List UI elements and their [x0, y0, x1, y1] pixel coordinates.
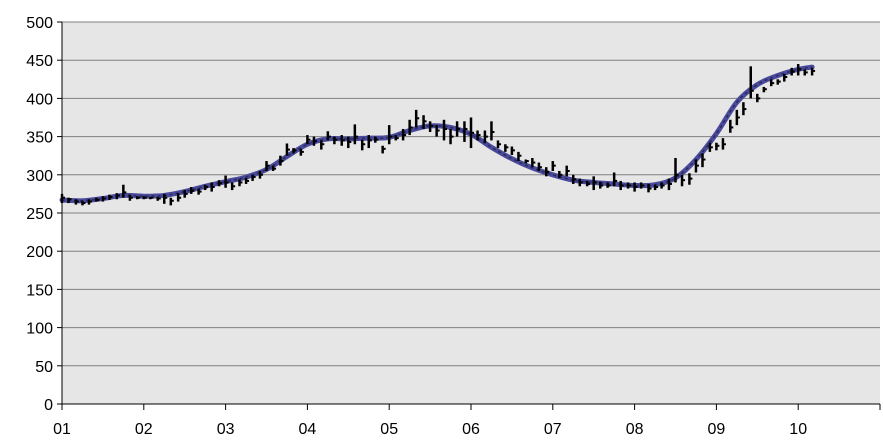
y-tick-label: 100 [26, 321, 53, 338]
y-tick-label: 400 [26, 91, 53, 108]
x-tick-label: 06 [462, 421, 480, 438]
y-axis-tick-labels: 0 50 100 150 200 250 300 350 400 450 500 [26, 15, 53, 414]
x-tick-label: 05 [380, 421, 398, 438]
x-tick-label: 07 [544, 421, 562, 438]
x-axis-tick-labels: 01 02 03 04 05 06 07 08 09 10 [53, 421, 807, 438]
x-tick-label: 04 [299, 421, 317, 438]
y-tick-label: 350 [26, 130, 53, 147]
y-tick-label: 50 [35, 359, 53, 376]
x-tick-label: 03 [217, 421, 235, 438]
y-tick-label: 150 [26, 282, 53, 299]
x-tick-label: 01 [53, 421, 71, 438]
x-tick-label: 08 [626, 421, 644, 438]
x-tick-label: 10 [789, 421, 807, 438]
trend-line-series [59, 64, 815, 204]
x-tick-label: 02 [135, 421, 153, 438]
axes [61, 22, 881, 410]
y-tick-label: 200 [26, 244, 53, 261]
y-tick-label: 0 [44, 397, 53, 414]
price-bars-series [60, 64, 816, 206]
y-tick-label: 500 [26, 15, 53, 32]
y-tick-label: 450 [26, 53, 53, 70]
y-tick-label: 250 [26, 206, 53, 223]
trend-line-dashed [61, 66, 813, 202]
x-tick-label: 09 [708, 421, 726, 438]
y-tick-label: 300 [26, 168, 53, 185]
